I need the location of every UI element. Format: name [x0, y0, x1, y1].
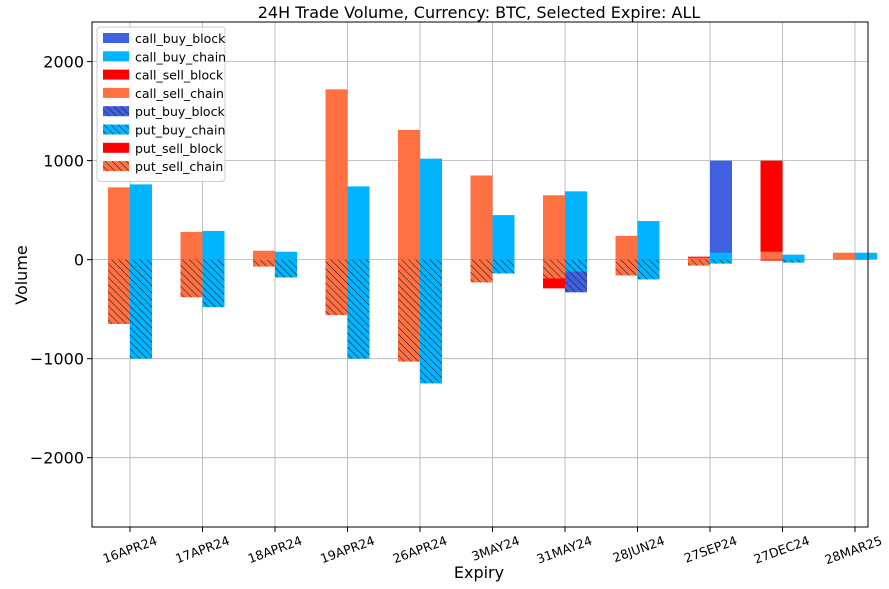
- bar-hatch-put_sell_chain-27SEP24: [688, 259, 710, 266]
- y-tick-label-3: 1000: [43, 152, 84, 171]
- x-tick-label-27DEC24: 27DEC24: [752, 533, 812, 567]
- x-axis: 16APR24 17APR24 18APR24 19APR24 26APR24 3MAY2…: [101, 527, 884, 567]
- legend-swatch-hatch-put_buy_chain: [103, 124, 129, 135]
- bar-hatch-put_sell_chain-31MAY24: [543, 259, 565, 279]
- bar-hatch-put_buy_chain-3MAY24: [492, 259, 515, 274]
- bar-call_buy_chain-3MAY24: [492, 215, 515, 260]
- legend: call_buy_block call_buy_chain call_sell_bl…: [96, 26, 226, 182]
- y-axis: −2000 −1000 0 1000 2000: [30, 53, 92, 468]
- x-tick-label-19APR24: 19APR24: [318, 533, 376, 566]
- x-tick-label-3MAY24: 3MAY24: [470, 533, 522, 564]
- bars: [108, 89, 877, 384]
- x-tick-label-26APR24: 26APR24: [391, 533, 449, 566]
- bar-call_buy_block-27SEP24: [710, 160, 732, 260]
- y-tick-label-2: 0: [74, 251, 84, 270]
- y-tick-label-1: −1000: [30, 350, 84, 369]
- bar-call_sell_chain-27SEP24: [688, 257, 710, 260]
- legend-label-put_sell_block: put_sell_block: [135, 141, 223, 156]
- plot-frame: [91, 21, 869, 528]
- legend-label-put_buy_chain: put_buy_chain: [135, 123, 225, 138]
- bar-call_sell_chain-17APR24: [180, 231, 203, 260]
- bar-call_sell_chain-18APR24: [253, 250, 275, 260]
- legend-swatch-hatch-put_sell_chain: [103, 161, 129, 172]
- bar-hatch-put_sell_chain-17APR24: [180, 259, 203, 298]
- bar-hatch-put_buy_chain-16APR24: [130, 259, 152, 359]
- bar-call_buy_chain-18APR24: [275, 251, 297, 260]
- legend-label-put_sell_chain: put_sell_chain: [135, 159, 223, 174]
- legend-label-call_buy_chain: call_buy_chain: [135, 49, 226, 64]
- x-tick-label-17APR24: 17APR24: [173, 533, 231, 566]
- x-tick-label-18APR24: 18APR24: [246, 533, 304, 566]
- bar-hatch-put_buy_chain-17APR24: [202, 259, 225, 308]
- chart-title: 24H Trade Volume, Currency: BTC, Selecte…: [258, 3, 701, 22]
- bar-call_buy_chain-31MAY24: [565, 191, 587, 260]
- legend-swatch-put_sell_block: [103, 142, 129, 153]
- bar-hatch-put_buy_chain-18APR24: [275, 259, 297, 278]
- bar-call_sell_chain-28JUN24: [615, 235, 638, 260]
- bar-hatch-put_sell_chain-18APR24: [253, 259, 275, 267]
- bar-call_sell_chain-28MAR25: [833, 252, 855, 260]
- bar-call_sell_chain-3MAY24: [470, 175, 493, 260]
- bar-call_sell_chain-26APR24: [398, 129, 420, 260]
- bar-hatch-put_buy_chain-19APR24: [347, 259, 370, 359]
- x-tick-label-16APR24: 16APR24: [101, 533, 159, 566]
- bar-call_buy_chain-26APR24: [420, 158, 442, 260]
- bar-call_buy_chain-28JUN24: [637, 221, 660, 260]
- legend-label-put_buy_block: put_buy_block: [135, 104, 225, 119]
- legend-label-call_buy_block: call_buy_block: [135, 31, 226, 46]
- bar-call_buy_chain-16APR24: [130, 184, 152, 260]
- y-tick-label-0: −2000: [30, 449, 84, 468]
- bar-call_sell_chain-19APR24: [325, 89, 348, 260]
- legend-swatch-call_buy_chain: [103, 51, 129, 62]
- bar-call_buy_chain-27SEP24: [710, 252, 732, 260]
- x-tick-label-28JUN24: 28JUN24: [611, 533, 667, 566]
- bar-put_sell_block-27DEC24: [760, 259, 783, 261]
- bar-hatch-put_sell_chain-16APR24: [108, 259, 130, 325]
- legend-swatch-hatch-put_buy_block: [103, 106, 129, 117]
- bar-hatch-put_sell_chain-28JUN24: [615, 259, 638, 276]
- legend-box: [96, 26, 226, 182]
- bar-call_buy_chain-28MAR25: [855, 252, 877, 260]
- bar-hatch-put_buy_chain-27DEC24: [782, 259, 805, 263]
- bar-hatch-put_buy_chain-27SEP24: [710, 259, 732, 264]
- y-axis-label: Volume: [12, 245, 31, 305]
- bar-call_sell_block-27DEC24: [760, 160, 783, 260]
- bar-call_buy_chain-19APR24: [347, 186, 370, 260]
- bar-call_buy_chain-27DEC24: [782, 254, 805, 260]
- bar-hatch-put_sell_chain-3MAY24: [470, 259, 493, 283]
- bar-hatch-put_sell_chain-19APR24: [325, 259, 348, 316]
- y-tick-label-4: 2000: [43, 53, 84, 72]
- x-tick-label-28MAR25: 28MAR25: [823, 533, 884, 568]
- bar-call_buy_chain-17APR24: [202, 230, 225, 260]
- bar-hatch-put_buy_chain-26APR24: [420, 259, 442, 384]
- bar-call_sell_chain-27DEC24: [760, 251, 783, 260]
- legend-swatch-call_sell_chain: [103, 87, 129, 98]
- legend-label-call_sell_chain: call_sell_chain: [135, 86, 224, 101]
- bar-hatch-put_sell_chain-26APR24: [398, 259, 420, 362]
- bar-hatch-put_buy_chain-31MAY24: [565, 259, 587, 272]
- legend-swatch-call_buy_block: [103, 33, 129, 43]
- legend-swatch-call_sell_block: [103, 69, 129, 80]
- bar-call_sell_chain-31MAY24: [543, 195, 565, 260]
- x-tick-label-27SEP24: 27SEP24: [682, 533, 739, 566]
- legend-label-call_sell_block: call_sell_block: [135, 68, 224, 83]
- bar-hatch-put_buy_chain-28JUN24: [637, 259, 660, 280]
- x-axis-label: Expiry: [454, 563, 504, 582]
- x-tick-label-31MAY24: 31MAY24: [535, 533, 595, 567]
- bar-call_sell_chain-16APR24: [108, 187, 130, 260]
